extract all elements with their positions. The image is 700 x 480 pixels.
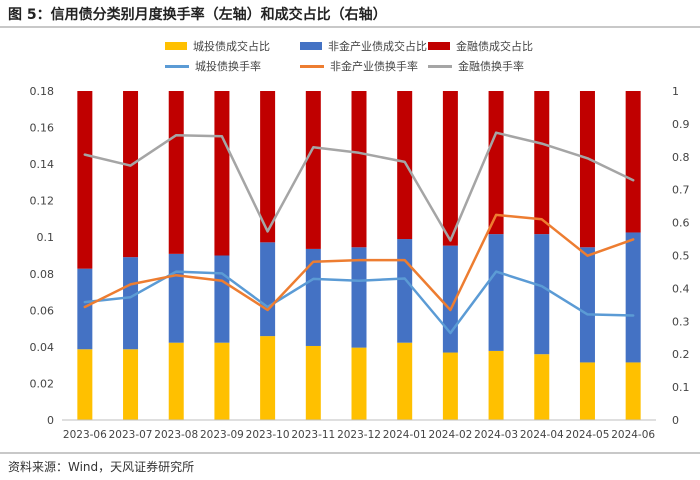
x-axis-tick-label: 2024-01: [383, 429, 427, 441]
x-axis-tick-label: 2023-10: [246, 429, 290, 441]
bar-chengtou-2024-04: [534, 354, 550, 420]
legend-label-jinrong-turnover: 金融债换手率: [458, 60, 524, 73]
legend-swatch-jinrong-share: [428, 42, 450, 50]
legend-swatch-chengtou-share: [165, 42, 187, 50]
legend-label-chengtou-share: 城投债成交占比: [193, 40, 270, 53]
bar-feijinrong-2023-09: [214, 255, 230, 343]
bar-jinrong-2023-10: [260, 91, 276, 243]
left-axis-tick-label: 0.02: [30, 377, 55, 390]
left-axis-tick-label: 0.18: [30, 85, 55, 98]
bar-chengtou-2023-12: [351, 347, 367, 420]
bar-jinrong-2024-06: [625, 91, 641, 233]
left-axis-tick-label: 0.1: [37, 231, 55, 244]
legend-label-jinrong-share: 金融债成交占比: [456, 40, 533, 53]
legend-label-feijinrong-share: 非金产业债成交占比: [328, 40, 427, 53]
bar-feijinrong-2023-10: [260, 242, 276, 337]
x-axis-tick-label: 2023-12: [337, 429, 381, 441]
right-axis-tick-label: 0.4: [672, 282, 690, 295]
right-axis-tick-label: 0.8: [672, 151, 690, 164]
bar-chengtou-2024-05: [579, 362, 595, 420]
legend-swatch-jinrong-turnover: [428, 64, 452, 68]
legend-swatch-chengtou-turnover: [165, 64, 189, 68]
source-divider: [0, 452, 700, 454]
bar-chengtou-2023-10: [260, 336, 276, 420]
legend-label-chengtou-turnover: 城投债换手率: [195, 60, 261, 73]
bar-jinrong-2024-04: [534, 91, 550, 235]
bar-jinrong-2023-11: [305, 91, 321, 249]
bar-feijinrong-2024-03: [488, 234, 504, 351]
bar-feijinrong-2024-05: [579, 247, 595, 363]
bar-chengtou-2024-03: [488, 350, 504, 420]
bar-chengtou-2023-07: [123, 349, 139, 420]
bar-feijinrong-2024-02: [442, 245, 458, 353]
figure-title: 图 5：信用债分类别月度换手率（左轴）和成交占比（右轴）: [8, 7, 387, 23]
source-note: 资料来源：Wind，天风证券研究所: [8, 460, 195, 474]
series-line-jinrong-turnover: [83, 131, 635, 242]
legend-item-chengtou-turnover: 城投债换手率: [165, 58, 261, 74]
left-axis-tick-label: 0.06: [30, 304, 55, 317]
right-axis-tick-label: 0.7: [672, 184, 690, 197]
left-axis-tick-label: 0.12: [30, 195, 55, 208]
legend-swatch-feijinrong-turnover: [300, 64, 324, 68]
left-axis-tick-label: 0.14: [30, 158, 55, 171]
legend-item-feijinrong-share: 非金产业债成交占比: [300, 38, 427, 54]
x-axis-tick-label: 2024-03: [474, 429, 518, 441]
x-axis-tick-label: 2023-09: [200, 429, 244, 441]
legend-label-feijinrong-turnover: 非金产业债换手率: [330, 60, 418, 73]
x-axis-tick-label: 2023-06: [63, 429, 107, 441]
x-axis-tick-label: 2023-07: [109, 429, 153, 441]
bar-chengtou-2023-09: [214, 342, 230, 420]
bar-feijinrong-2024-04: [534, 234, 550, 355]
bar-jinrong-2024-05: [579, 91, 595, 248]
x-axis-tick-label: 2023-08: [154, 429, 198, 441]
bar-jinrong-2023-08: [168, 91, 184, 254]
left-axis-tick-label: 0: [47, 414, 54, 427]
bar-chengtou-2024-01: [397, 342, 413, 420]
x-axis-tick-label: 2024-04: [520, 429, 564, 441]
bar-jinrong-2023-09: [214, 91, 230, 256]
right-axis-tick-label: 0.3: [672, 315, 690, 328]
legend-item-feijinrong-turnover: 非金产业债换手率: [300, 58, 418, 74]
series-line-feijinrong-turnover: [83, 213, 635, 312]
bar-jinrong-2024-01: [397, 91, 413, 240]
bar-feijinrong-2024-06: [625, 232, 641, 363]
bar-feijinrong-2024-01: [397, 239, 413, 343]
bar-jinrong-2023-07: [123, 91, 139, 258]
bar-chengtou-2023-06: [77, 349, 93, 420]
bar-feijinrong-2023-11: [305, 248, 321, 346]
bar-chengtou-2024-06: [625, 362, 641, 420]
series-line-chengtou-turnover: [83, 270, 635, 335]
left-axis-tick-label: 0.08: [30, 268, 55, 281]
bar-chengtou-2023-08: [168, 342, 184, 420]
legend-item-jinrong-turnover: 金融债换手率: [428, 58, 524, 74]
bar-jinrong-2023-12: [351, 91, 367, 248]
x-axis-tick-label: 2024-05: [566, 429, 610, 441]
right-axis-tick-label: 0.9: [672, 118, 690, 131]
right-axis-tick-label: 1: [672, 85, 679, 98]
legend-item-jinrong-share: 金融债成交占比: [428, 38, 533, 54]
bar-jinrong-2024-02: [442, 91, 458, 246]
bar-feijinrong-2023-07: [123, 257, 139, 350]
bar-jinrong-2023-06: [77, 91, 93, 269]
right-axis-tick-label: 0.2: [672, 348, 690, 361]
bar-feijinrong-2023-06: [77, 268, 93, 350]
right-axis-tick-label: 0: [672, 414, 679, 427]
bar-jinrong-2024-03: [488, 91, 504, 235]
x-axis-tick-label: 2023-11: [291, 429, 335, 441]
bar-chengtou-2024-02: [442, 352, 458, 420]
right-axis-tick-label: 0.1: [672, 381, 690, 394]
bar-feijinrong-2023-08: [168, 253, 184, 343]
right-axis-tick-label: 0.6: [672, 217, 690, 230]
title-bar: [0, 0, 700, 28]
left-axis-tick-label: 0.04: [30, 341, 55, 354]
bar-chengtou-2023-11: [305, 345, 321, 420]
legend-item-chengtou-share: 城投债成交占比: [165, 38, 270, 54]
x-axis-tick-label: 2024-02: [428, 429, 472, 441]
left-axis-tick-label: 0.16: [30, 122, 55, 135]
legend-swatch-feijinrong-share: [300, 42, 322, 50]
x-axis-tick-label: 2024-06: [611, 429, 655, 441]
right-axis-tick-label: 0.5: [672, 250, 690, 263]
bar-feijinrong-2023-12: [351, 247, 367, 348]
